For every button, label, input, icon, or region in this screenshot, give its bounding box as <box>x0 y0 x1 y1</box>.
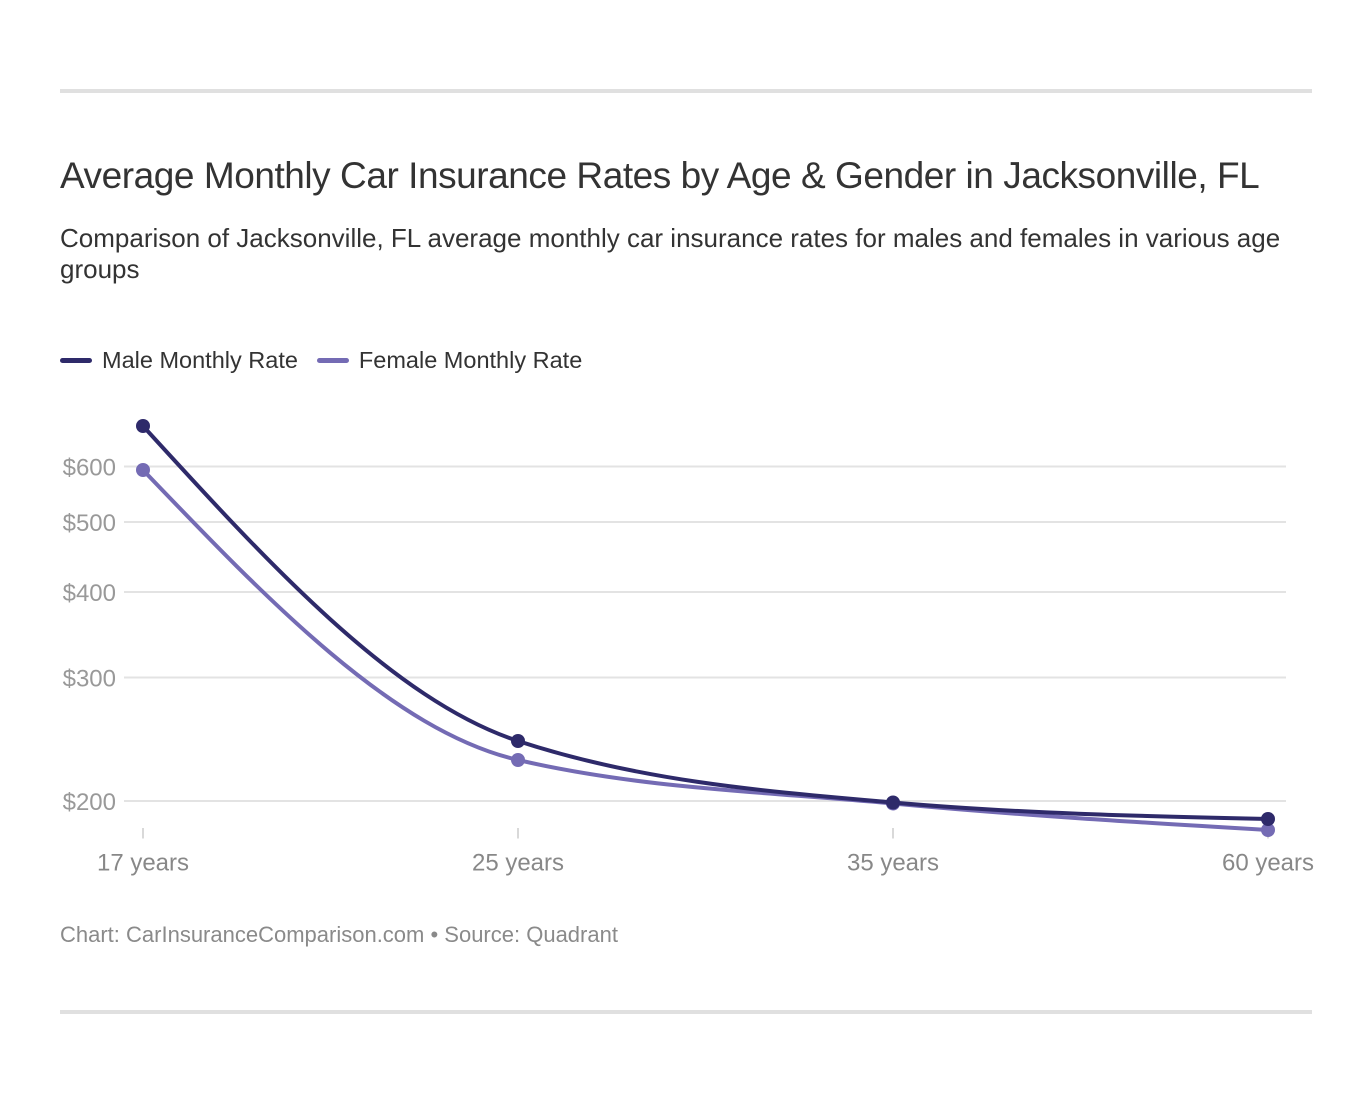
svg-text:$300: $300 <box>63 665 116 692</box>
svg-text:60 years: 60 years <box>1222 850 1314 877</box>
svg-text:25 years: 25 years <box>472 850 564 877</box>
svg-text:35 years: 35 years <box>847 850 939 877</box>
svg-text:$600: $600 <box>63 454 116 481</box>
svg-text:$500: $500 <box>63 510 116 537</box>
svg-text:17 years: 17 years <box>97 850 189 877</box>
svg-text:$400: $400 <box>63 580 116 607</box>
svg-text:$200: $200 <box>63 789 116 816</box>
